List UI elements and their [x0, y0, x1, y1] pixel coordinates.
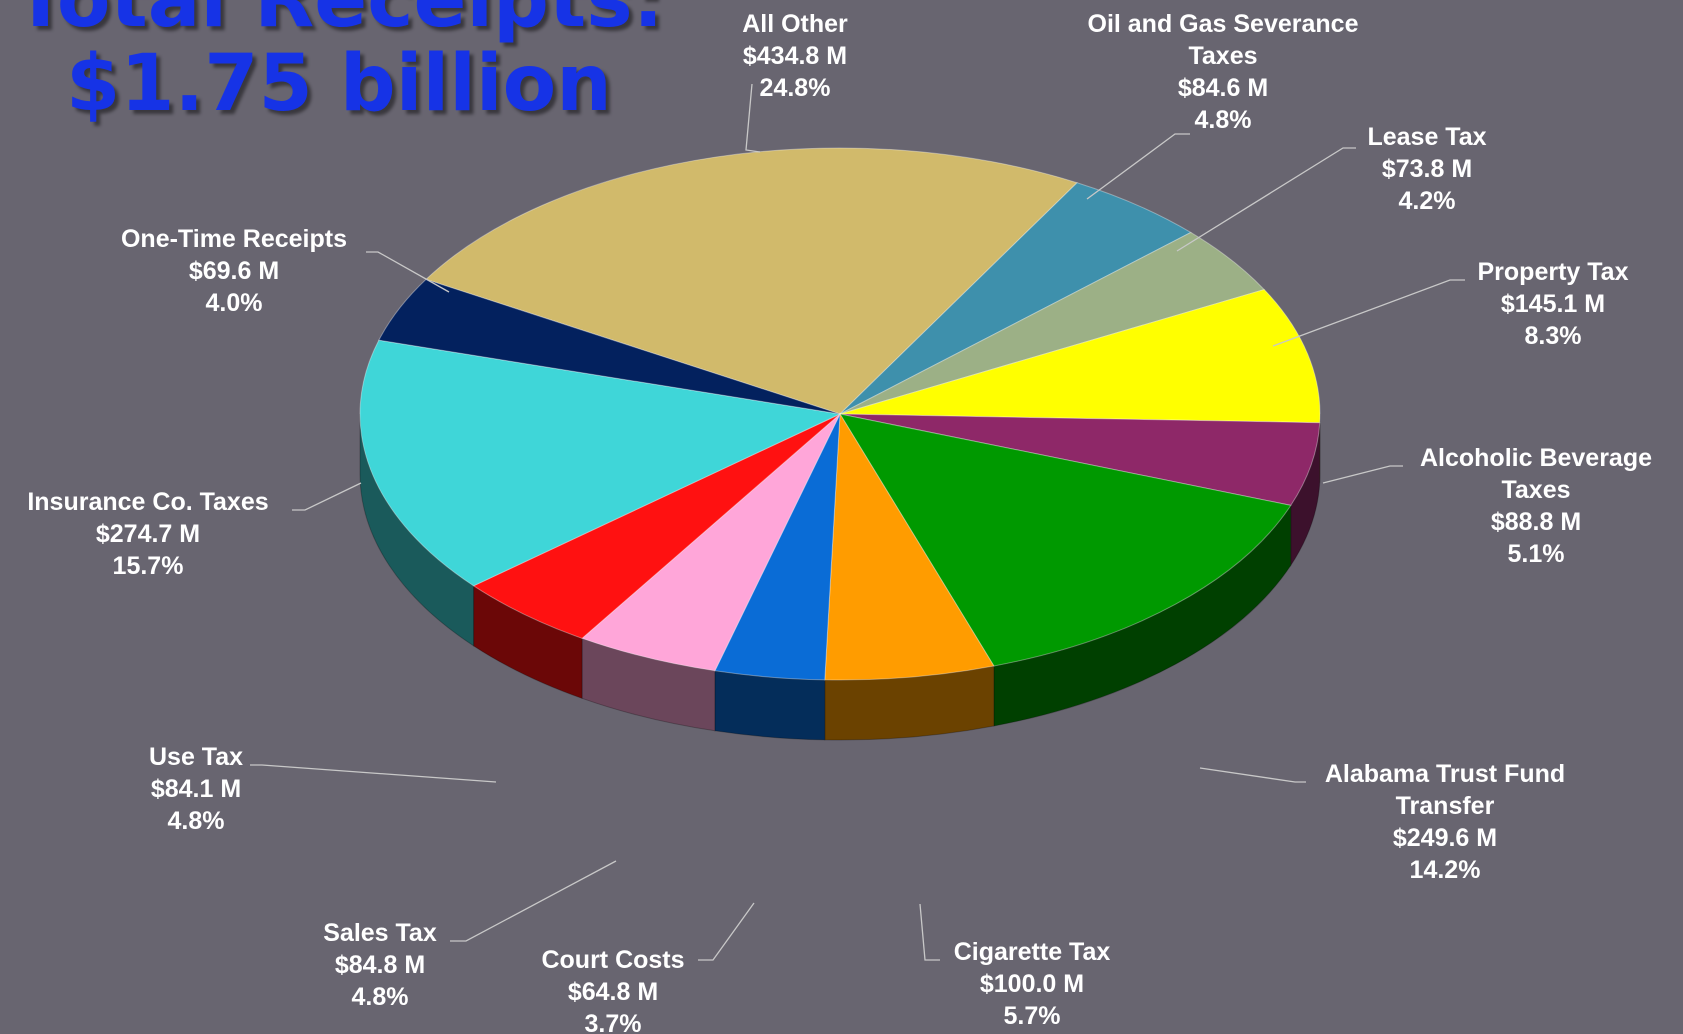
leader-line-7 — [698, 902, 755, 961]
pie-slice-9 — [472, 413, 841, 639]
slice-label-9-line-2: 4.8% — [168, 807, 225, 835]
slice-label-6-line-2: 5.7% — [1004, 1002, 1061, 1030]
slice-label-7: Court Costs $64.8 M 3.7% — [541, 946, 684, 1034]
slice-label-8-line-2: 4.8% — [352, 983, 409, 1011]
slice-label-11-line-1: $69.6 M — [189, 257, 279, 285]
slice-label-4-line-1: Taxes — [1501, 476, 1570, 504]
slice-label-5-line-0: Alabama Trust Fund — [1325, 760, 1565, 788]
slice-label-3-line-0: Property Tax — [1478, 258, 1629, 286]
pie-slice-0 — [425, 147, 1079, 415]
leader-line-4 — [1322, 465, 1403, 484]
slice-label-11-line-2: 4.0% — [206, 289, 263, 317]
slice-label-11: One-Time Receipts $69.6 M 4.0% — [121, 225, 347, 317]
slice-label-6: Cigarette Tax $100.0 M 5.7% — [954, 938, 1111, 1030]
chart-title-line-1: Total Receipts: — [14, 0, 664, 45]
slice-labels: All Other $434.8 M 24.8% Oil and Gas Severa… — [27, 10, 1652, 1034]
slice-label-0-line-0: All Other — [742, 10, 848, 38]
slice-label-8: Sales Tax $84.8 M 4.8% — [323, 919, 437, 1011]
slice-label-9: Use Tax $84.1 M 4.8% — [149, 743, 243, 835]
slice-label-5: Alabama Trust Fund Transfer $249.6 M 14.2% — [1325, 760, 1565, 884]
pie-slices — [359, 147, 1321, 681]
slice-label-10-line-2: 15.7% — [113, 552, 184, 580]
slice-label-1-line-2: $84.6 M — [1178, 74, 1268, 102]
pie-slice-5 — [838, 413, 1292, 667]
slice-label-1-line-1: Taxes — [1188, 42, 1257, 70]
pie-slice-8 — [581, 413, 841, 672]
slice-label-8-line-1: $84.8 M — [335, 951, 425, 979]
slice-label-6-line-0: Cigarette Tax — [954, 938, 1111, 966]
slice-label-10-line-1: $274.7 M — [96, 520, 200, 548]
slice-label-5-line-2: $249.6 M — [1393, 824, 1497, 852]
slice-label-7-line-2: 3.7% — [585, 1010, 642, 1034]
pie-side-7 — [714, 670, 826, 741]
pie-sides — [359, 413, 1321, 741]
slice-label-2-line-0: Lease Tax — [1367, 123, 1486, 151]
pie-slice-1 — [839, 182, 1192, 415]
slice-label-3-line-2: 8.3% — [1525, 322, 1582, 350]
slice-label-4-line-0: Alcoholic Beverage — [1420, 444, 1652, 472]
leader-line-11 — [366, 251, 450, 293]
slice-label-5-line-3: 14.2% — [1410, 856, 1481, 884]
slice-label-6-line-1: $100.0 M — [980, 970, 1084, 998]
pie-slice-6 — [824, 412, 995, 681]
slice-label-8-line-0: Sales Tax — [323, 919, 437, 947]
chart-title: Total Receipts: $1.75 billion — [14, 0, 664, 126]
chart-title-line-2: $1.75 billion — [66, 39, 612, 129]
leader-line-1 — [1086, 133, 1190, 200]
leader-line-8 — [450, 860, 617, 942]
slice-label-7-line-1: $64.8 M — [568, 978, 658, 1006]
leader-line-10 — [292, 482, 362, 511]
slice-label-11-line-0: One-Time Receipts — [121, 225, 347, 253]
slice-label-9-line-0: Use Tax — [149, 743, 243, 771]
pie-slice-2 — [839, 231, 1266, 415]
pie-slice-4 — [839, 413, 1321, 506]
pie-slice-3 — [839, 288, 1321, 424]
leader-line-5 — [1199, 767, 1306, 783]
leader-line-2 — [1176, 147, 1356, 252]
slice-label-0-line-2: 24.8% — [760, 74, 831, 102]
leader-line-6 — [919, 903, 940, 961]
pie-slice-10 — [359, 339, 842, 587]
slice-label-9-line-1: $84.1 M — [151, 775, 241, 803]
slice-label-0-line-1: $434.8 M — [743, 42, 847, 70]
slice-label-10-line-0: Insurance Co. Taxes — [27, 488, 268, 516]
slice-label-3: Property Tax $145.1 M 8.3% — [1478, 258, 1629, 350]
slice-label-2: Lease Tax $73.8 M 4.2% — [1367, 123, 1486, 215]
slice-label-10: Insurance Co. Taxes $274.7 M 15.7% — [27, 488, 268, 580]
slice-label-4-line-2: $88.8 M — [1491, 508, 1581, 536]
slice-label-3-line-1: $145.1 M — [1501, 290, 1605, 318]
slice-label-1: Oil and Gas Severance Taxes $84.6 M 4.8% — [1088, 10, 1359, 134]
slice-label-4-line-3: 5.1% — [1508, 540, 1565, 568]
pie-slice-7 — [714, 413, 841, 681]
slice-label-7-line-0: Court Costs — [541, 946, 684, 974]
slice-label-1-line-0: Oil and Gas Severance — [1088, 10, 1359, 38]
slice-label-5-line-1: Transfer — [1396, 792, 1495, 820]
slice-label-2-line-1: $73.8 M — [1382, 155, 1472, 183]
leader-lines — [250, 83, 1465, 961]
slice-label-1-line-3: 4.8% — [1195, 106, 1252, 134]
leader-line-9 — [250, 764, 497, 783]
slice-label-4: Alcoholic Beverage Taxes $88.8 M 5.1% — [1420, 444, 1652, 568]
leader-line-0 — [745, 83, 761, 153]
slice-label-0: All Other $434.8 M 24.8% — [742, 10, 848, 102]
leader-line-3 — [1272, 279, 1465, 347]
slice-label-2-line-2: 4.2% — [1399, 187, 1456, 215]
